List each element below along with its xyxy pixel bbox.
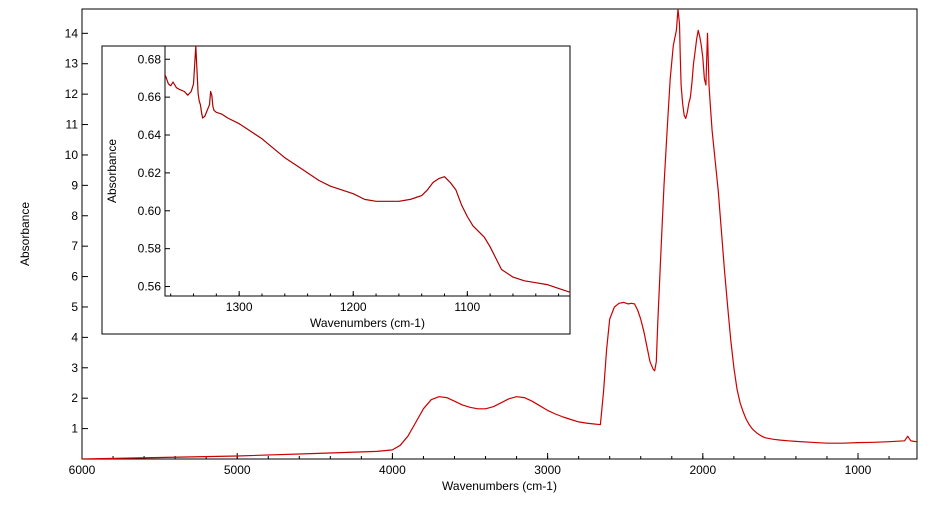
inset-x-tick-label: 1200 [340,300,367,314]
inset-x-axis-label: Wavenumbers (cm-1) [310,316,425,330]
main-x-tick-label: 1000 [845,463,872,477]
inset-x-tick-label: 1300 [226,300,253,314]
main-plot-frame [81,8,918,460]
main-y-tick-label: 10 [65,148,79,162]
main-y-tick-label: 7 [71,239,78,253]
inset-y-tick-label: 0.64 [138,128,162,142]
inset-y-tick-label: 0.60 [138,204,162,218]
main-y-tick-label: 11 [66,118,79,132]
main-x-axis-label: Wavenumbers (cm-1) [442,479,557,493]
main-y-tick-label: 12 [65,87,79,101]
inset-y-tick-label: 0.56 [138,280,162,294]
inset-y-tick-label: 0.68 [138,52,162,66]
main-y-tick-label: 1 [71,422,78,436]
main-y-tick-label: 2 [71,391,78,405]
main-x-tick-label: 5000 [224,463,251,477]
main-x-tick-label: 6000 [69,463,96,477]
inset-plot: 0.56 0.58 0.60 0.62 0.64 0.66 0.68 1300 1200 1100… [101,45,571,335]
inset-y-axis-label: Absorbance [105,139,119,203]
main-y-tick-label: 6 [71,270,78,284]
main-x-tick-label: 3000 [534,463,561,477]
inset-plot-frame [164,45,571,297]
main-y-tick-label: 3 [71,361,78,375]
main-series-line [82,9,917,459]
inset-x-tick-label: 1100 [454,300,480,314]
main-y-tick-label: 8 [71,209,78,223]
main-y-tick-label: 5 [71,300,78,314]
main-y-axis-label: Absorbance [18,202,32,266]
main-y-tick-label: 4 [71,330,78,344]
main-x-tick-label: 2000 [689,463,716,477]
inset-y-tick-label: 0.58 [138,242,162,256]
inset-y-tick-label: 0.62 [138,166,162,180]
main-y-tick-label: 9 [71,178,78,192]
inset-series-line [165,46,570,293]
main-y-tick-label: 13 [65,57,79,71]
inset-y-tick-label: 0.66 [138,90,162,104]
main-y-tick-label: 14 [65,26,79,40]
main-x-tick-label: 4000 [379,463,406,477]
